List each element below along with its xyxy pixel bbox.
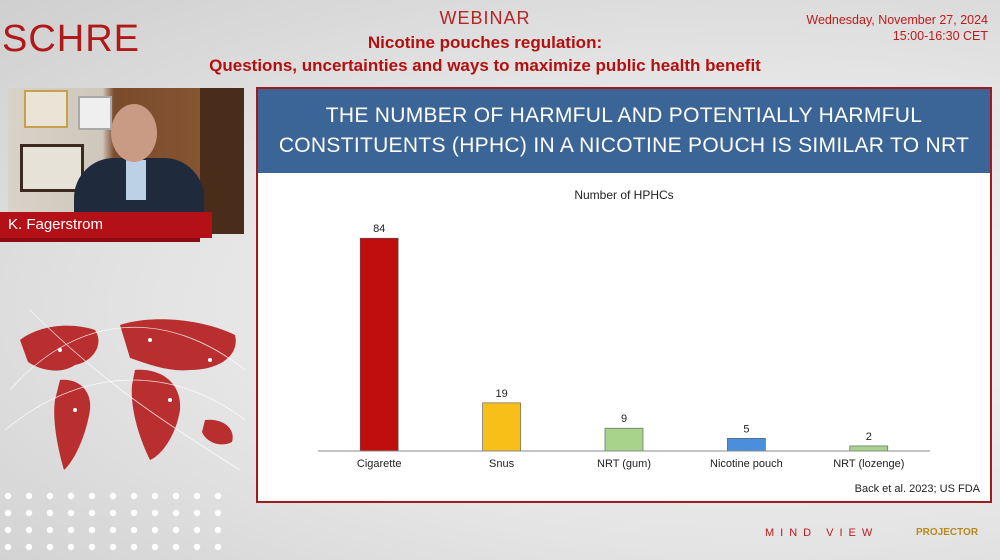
bar	[604, 427, 644, 452]
bar	[849, 445, 889, 452]
decorative-dot	[214, 526, 222, 534]
decorative-dot	[67, 526, 75, 534]
bookshelf	[200, 88, 244, 234]
wall-frame	[20, 144, 84, 192]
decorative-dot	[109, 526, 117, 534]
decorative-dot	[46, 509, 54, 517]
decorative-dot	[4, 543, 12, 551]
decorative-dot	[172, 492, 180, 500]
decorative-dot	[25, 492, 33, 500]
speaker-name: K. Fagerstrom	[0, 212, 212, 238]
speaker-collar	[126, 160, 146, 200]
decorative-dot	[67, 543, 75, 551]
webinar-title-line2: Questions, uncertainties and ways to max…	[209, 56, 761, 75]
decorative-dot	[214, 509, 222, 517]
decorative-dot	[4, 509, 12, 517]
bar	[482, 402, 521, 452]
decorative-dot	[151, 526, 159, 534]
decorative-dot	[172, 526, 180, 534]
name-bar-stripe	[0, 238, 200, 242]
decorative-dot	[130, 509, 138, 517]
decorative-dot	[46, 492, 54, 500]
data-label: 2	[866, 431, 872, 443]
category-label: Nicotine pouch	[710, 458, 783, 470]
data-label: 84	[373, 223, 385, 235]
decorative-dot	[46, 543, 54, 551]
decorative-dot	[25, 543, 33, 551]
webinar-label: WEBINAR	[439, 8, 531, 28]
projector-logo: PROJECTOR	[916, 527, 979, 538]
speaker-head	[111, 104, 157, 162]
webinar-time: 15:00-16:30 CET	[892, 29, 988, 43]
category-label: NRT (lozenge)	[833, 458, 904, 470]
decorative-dots	[4, 492, 222, 551]
decorative-dot	[88, 492, 96, 500]
wall-frame	[24, 90, 68, 128]
decorative-dot	[88, 509, 96, 517]
decorative-dot	[46, 526, 54, 534]
decorative-dot	[193, 492, 201, 500]
decorative-dot	[214, 543, 222, 551]
webinar-datetime: Wednesday, November 27, 2024 15:00-16:30…	[806, 12, 988, 44]
decorative-dot	[193, 526, 201, 534]
webinar-date: Wednesday, November 27, 2024	[806, 13, 988, 27]
presentation-slide: THE NUMBER OF HARMFUL AND POTENTIALLY HA…	[256, 87, 992, 503]
decorative-dot	[151, 543, 159, 551]
decorative-dot	[172, 543, 180, 551]
webinar-header: WEBINAR Nicotine pouches regulation: Que…	[150, 8, 820, 76]
slide-title: THE NUMBER OF HARMFUL AND POTENTIALLY HA…	[258, 89, 990, 173]
decorative-dot	[172, 509, 180, 517]
category-label: NRT (gum)	[597, 458, 651, 470]
webinar-title-line1: Nicotine pouches regulation:	[367, 33, 603, 52]
chart-title: Number of HPHCs	[574, 188, 673, 202]
slide-source: Back et al. 2023; US FDA	[854, 483, 980, 495]
wall-frame	[78, 96, 112, 130]
slide-title-line1: THE NUMBER OF HARMFUL AND POTENTIALLY HA…	[325, 104, 923, 127]
decorative-dot	[193, 509, 201, 517]
decorative-dot	[25, 526, 33, 534]
decorative-dot	[151, 492, 159, 500]
decorative-dot	[130, 492, 138, 500]
bar	[727, 438, 766, 452]
decorative-dot	[4, 492, 12, 500]
category-label: Cigarette	[357, 458, 402, 470]
decorative-dot	[67, 492, 75, 500]
mindview-logo: MIND VIEW	[765, 527, 879, 539]
decorative-dot	[130, 526, 138, 534]
decorative-dot	[130, 543, 138, 551]
decorative-dot	[88, 526, 96, 534]
hphc-bar-chart: Number of HPHCs 84 Cigarette 19 Snus 9 NRT (gu…	[318, 188, 930, 470]
bar	[359, 237, 399, 452]
decorative-dot	[4, 526, 12, 534]
slide-title-line2: CONSTITUENTS (HPHC) IN A NICOTINE POUCH …	[278, 134, 970, 157]
decorative-dot	[109, 492, 117, 500]
decorative-dot	[88, 543, 96, 551]
decorative-dot	[109, 543, 117, 551]
decorative-dot	[109, 509, 117, 517]
category-label: Snus	[489, 458, 515, 470]
decorative-dot	[151, 509, 159, 517]
world-map-graphic	[4, 309, 246, 471]
data-label: 5	[743, 423, 749, 435]
decorative-dot	[67, 509, 75, 517]
organization-logo: SCHRE	[2, 18, 141, 60]
decorative-dot	[193, 543, 201, 551]
data-label: 9	[621, 413, 627, 425]
data-label: 19	[495, 388, 507, 400]
decorative-dot	[25, 509, 33, 517]
decorative-dot	[214, 492, 222, 500]
